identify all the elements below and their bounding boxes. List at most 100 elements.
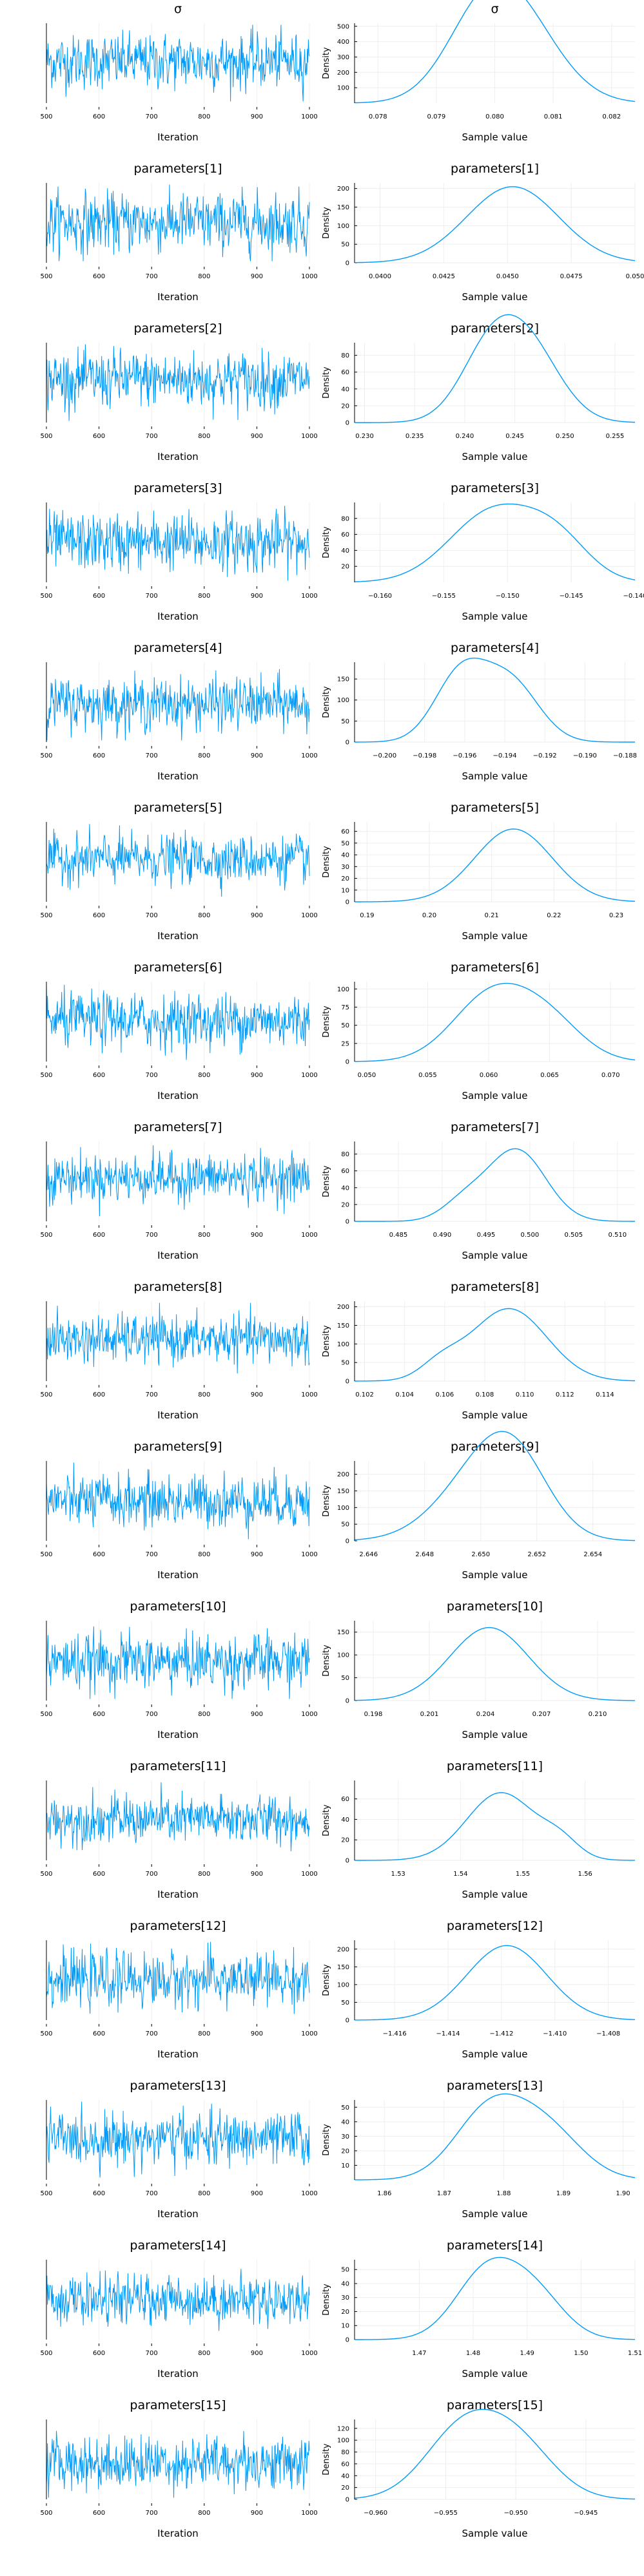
y-tick-label: 0 bbox=[346, 420, 349, 427]
y-tick-label: 40 bbox=[341, 386, 349, 393]
trace-line bbox=[46, 506, 310, 581]
y-tick-label: 40 bbox=[341, 2280, 349, 2287]
density-ylabel: Density bbox=[322, 526, 331, 558]
x-tick-label: 1000 bbox=[301, 273, 317, 280]
x-tick-label: 800 bbox=[198, 1072, 210, 1079]
y-tick-label: 0 bbox=[346, 739, 349, 747]
trace-xlabel: Iteration bbox=[157, 2368, 199, 2380]
x-tick-label: 0.080 bbox=[485, 113, 504, 120]
density-xlabel: Sample value bbox=[462, 291, 528, 303]
trace-xlabel: Iteration bbox=[157, 930, 199, 942]
x-tick-label: 0.060 bbox=[480, 1072, 498, 1079]
y-tick-label: 0 bbox=[346, 2337, 349, 2344]
x-tick-label: 1.47 bbox=[412, 2350, 426, 2357]
x-tick-label: 700 bbox=[146, 2030, 158, 2037]
y-tick-label: 0 bbox=[346, 899, 349, 906]
x-tick-label: 1000 bbox=[301, 433, 317, 440]
trace-title: parameters[6] bbox=[133, 960, 222, 975]
x-tick-label: −0.200 bbox=[373, 752, 396, 759]
x-tick-label: 600 bbox=[93, 912, 105, 919]
x-tick-label: 500 bbox=[40, 2030, 52, 2037]
trace-line bbox=[46, 1302, 310, 1374]
x-tick-label: 1000 bbox=[301, 1232, 317, 1239]
y-tick-label: 50 bbox=[341, 1675, 349, 1682]
density-ylabel: Density bbox=[322, 1804, 331, 1837]
row-16: parameters[15]500 600 700 800 900 1000Iterati… bbox=[40, 2398, 635, 2539]
trace-line bbox=[46, 344, 310, 421]
x-tick-label: 900 bbox=[251, 433, 263, 440]
y-tick-label: 200 bbox=[337, 1304, 349, 1311]
x-tick-label: 0.0400 bbox=[369, 273, 391, 280]
x-tick-label: 0.23 bbox=[609, 912, 623, 919]
y-tick-label: 50 bbox=[341, 1360, 349, 1367]
x-tick-label: 500 bbox=[40, 1072, 52, 1079]
row-10: parameters[9]500 600 700 800 900 1000Iteratio… bbox=[40, 1431, 635, 1581]
y-tick-label: 0 bbox=[346, 1059, 349, 1066]
x-tick-label: 0.20 bbox=[422, 912, 436, 919]
y-tick-label: 20 bbox=[341, 564, 349, 571]
x-tick-label: −0.192 bbox=[533, 752, 557, 759]
trace-xlabel: Iteration bbox=[157, 1889, 199, 1900]
x-tick-label: −0.150 bbox=[496, 593, 520, 600]
x-tick-label: 700 bbox=[146, 1232, 158, 1239]
trace-line bbox=[46, 669, 310, 741]
x-tick-label: 900 bbox=[251, 1072, 263, 1079]
density-plot: parameters[3] −0.160 −0.155 −0.150 −0.145 −0.… bbox=[322, 481, 644, 622]
x-tick-label: 2.654 bbox=[583, 1551, 602, 1558]
x-tick-label: 500 bbox=[40, 1232, 52, 1239]
density-line bbox=[354, 1627, 635, 1701]
y-tick-label: 10 bbox=[341, 2162, 349, 2170]
x-tick-label: 600 bbox=[93, 273, 105, 280]
density-xlabel: Sample value bbox=[462, 2528, 528, 2539]
density-ylabel: Density bbox=[322, 47, 331, 79]
x-tick-label: −0.160 bbox=[368, 593, 392, 600]
x-tick-label: 1.55 bbox=[516, 1871, 530, 1878]
x-tick-label: −0.140 bbox=[623, 593, 644, 600]
x-tick-label: −1.414 bbox=[436, 2030, 460, 2037]
x-tick-label: 600 bbox=[93, 593, 105, 600]
density-line bbox=[355, 1792, 635, 1861]
x-tick-label: 0.078 bbox=[369, 113, 387, 120]
x-tick-label: 900 bbox=[251, 1551, 263, 1558]
density-plot: parameters[5] 0.19 0.20 0.21 0.22 0.23 0 10 20 30… bbox=[322, 801, 636, 942]
trace-line bbox=[46, 1782, 310, 1851]
x-tick-label: 900 bbox=[251, 273, 263, 280]
x-tick-label: 600 bbox=[93, 1232, 105, 1239]
x-tick-label: 600 bbox=[93, 113, 105, 120]
density-xlabel: Sample value bbox=[462, 1569, 528, 1581]
x-tick-label: 1000 bbox=[301, 1551, 317, 1558]
y-tick-label: 0 bbox=[346, 1538, 349, 1545]
x-tick-label: 500 bbox=[40, 2190, 52, 2197]
trace-title: parameters[10] bbox=[130, 1599, 226, 1614]
density-ylabel: Density bbox=[322, 1165, 331, 1197]
trace-plot: parameters[12] 500 600 700 800 900 1000 Iterati… bbox=[40, 1919, 317, 2060]
y-tick-label: 50 bbox=[341, 1022, 349, 1029]
density-line bbox=[355, 1308, 635, 1382]
row-1: σ 500 600 700 800 900 1000 Iteration σ 0.078 0.079… bbox=[40, 0, 636, 143]
y-tick-label: 80 bbox=[341, 352, 349, 359]
x-tick-label: 0.21 bbox=[485, 912, 499, 919]
trace-title: parameters[13] bbox=[130, 2079, 226, 2093]
density-line bbox=[355, 982, 636, 1062]
density-xlabel: Sample value bbox=[462, 930, 528, 942]
trace-xlabel: Iteration bbox=[157, 611, 199, 622]
y-tick-label: 20 bbox=[341, 1837, 349, 1844]
y-tick-label: 20 bbox=[341, 403, 349, 410]
density-plot: σ 0.078 0.079 0.080 0.081 0.082 100 200 300 400 50… bbox=[322, 0, 636, 143]
x-tick-label: 1000 bbox=[301, 1711, 317, 1718]
x-tick-label: 1.53 bbox=[391, 1871, 405, 1878]
x-tick-label: 700 bbox=[146, 752, 158, 759]
trace-line bbox=[46, 184, 310, 262]
x-tick-label: 800 bbox=[198, 2510, 210, 2517]
density-ylabel: Density bbox=[322, 2124, 331, 2156]
x-tick-label: 900 bbox=[251, 2510, 263, 2517]
x-tick-label: −0.955 bbox=[434, 2510, 458, 2517]
y-tick-label: 20 bbox=[341, 1201, 349, 1208]
y-tick-label: 50 bbox=[341, 718, 349, 725]
x-tick-label: 0.235 bbox=[405, 433, 424, 440]
trace-plot: parameters[9] 500 600 700 800 900 1000 Iteratio… bbox=[40, 1440, 317, 1581]
density-plot: parameters[8] 0.102 0.104 0.106 0.108 0.110 0.… bbox=[322, 1280, 635, 1421]
trace-plot: parameters[1] 500 600 700 800 900 1000 Iteratio… bbox=[40, 162, 317, 303]
y-tick-label: 20 bbox=[341, 875, 349, 883]
y-tick-label: 60 bbox=[341, 369, 349, 376]
